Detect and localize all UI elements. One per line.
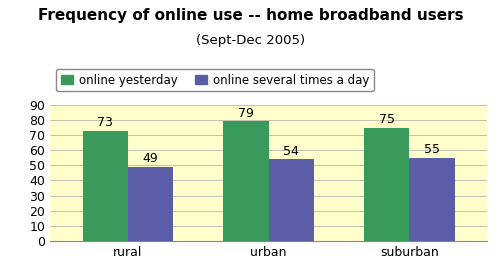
Bar [364, 128, 409, 241]
Bar [409, 158, 453, 241]
Bar [223, 122, 268, 241]
Bar [268, 159, 313, 241]
Text: 54: 54 [283, 145, 299, 158]
Bar [83, 130, 127, 241]
Text: (Sept-Dec 2005): (Sept-Dec 2005) [196, 34, 305, 47]
Text: Frequency of online use -- home broadband users: Frequency of online use -- home broadban… [38, 8, 463, 23]
Bar [127, 167, 172, 241]
Text: 73: 73 [97, 116, 113, 129]
Text: 75: 75 [378, 113, 394, 126]
Text: 55: 55 [423, 143, 439, 156]
Text: 49: 49 [142, 152, 158, 165]
Legend: online yesterday, online several times a day: online yesterday, online several times a… [56, 69, 373, 91]
Text: 79: 79 [237, 107, 254, 120]
